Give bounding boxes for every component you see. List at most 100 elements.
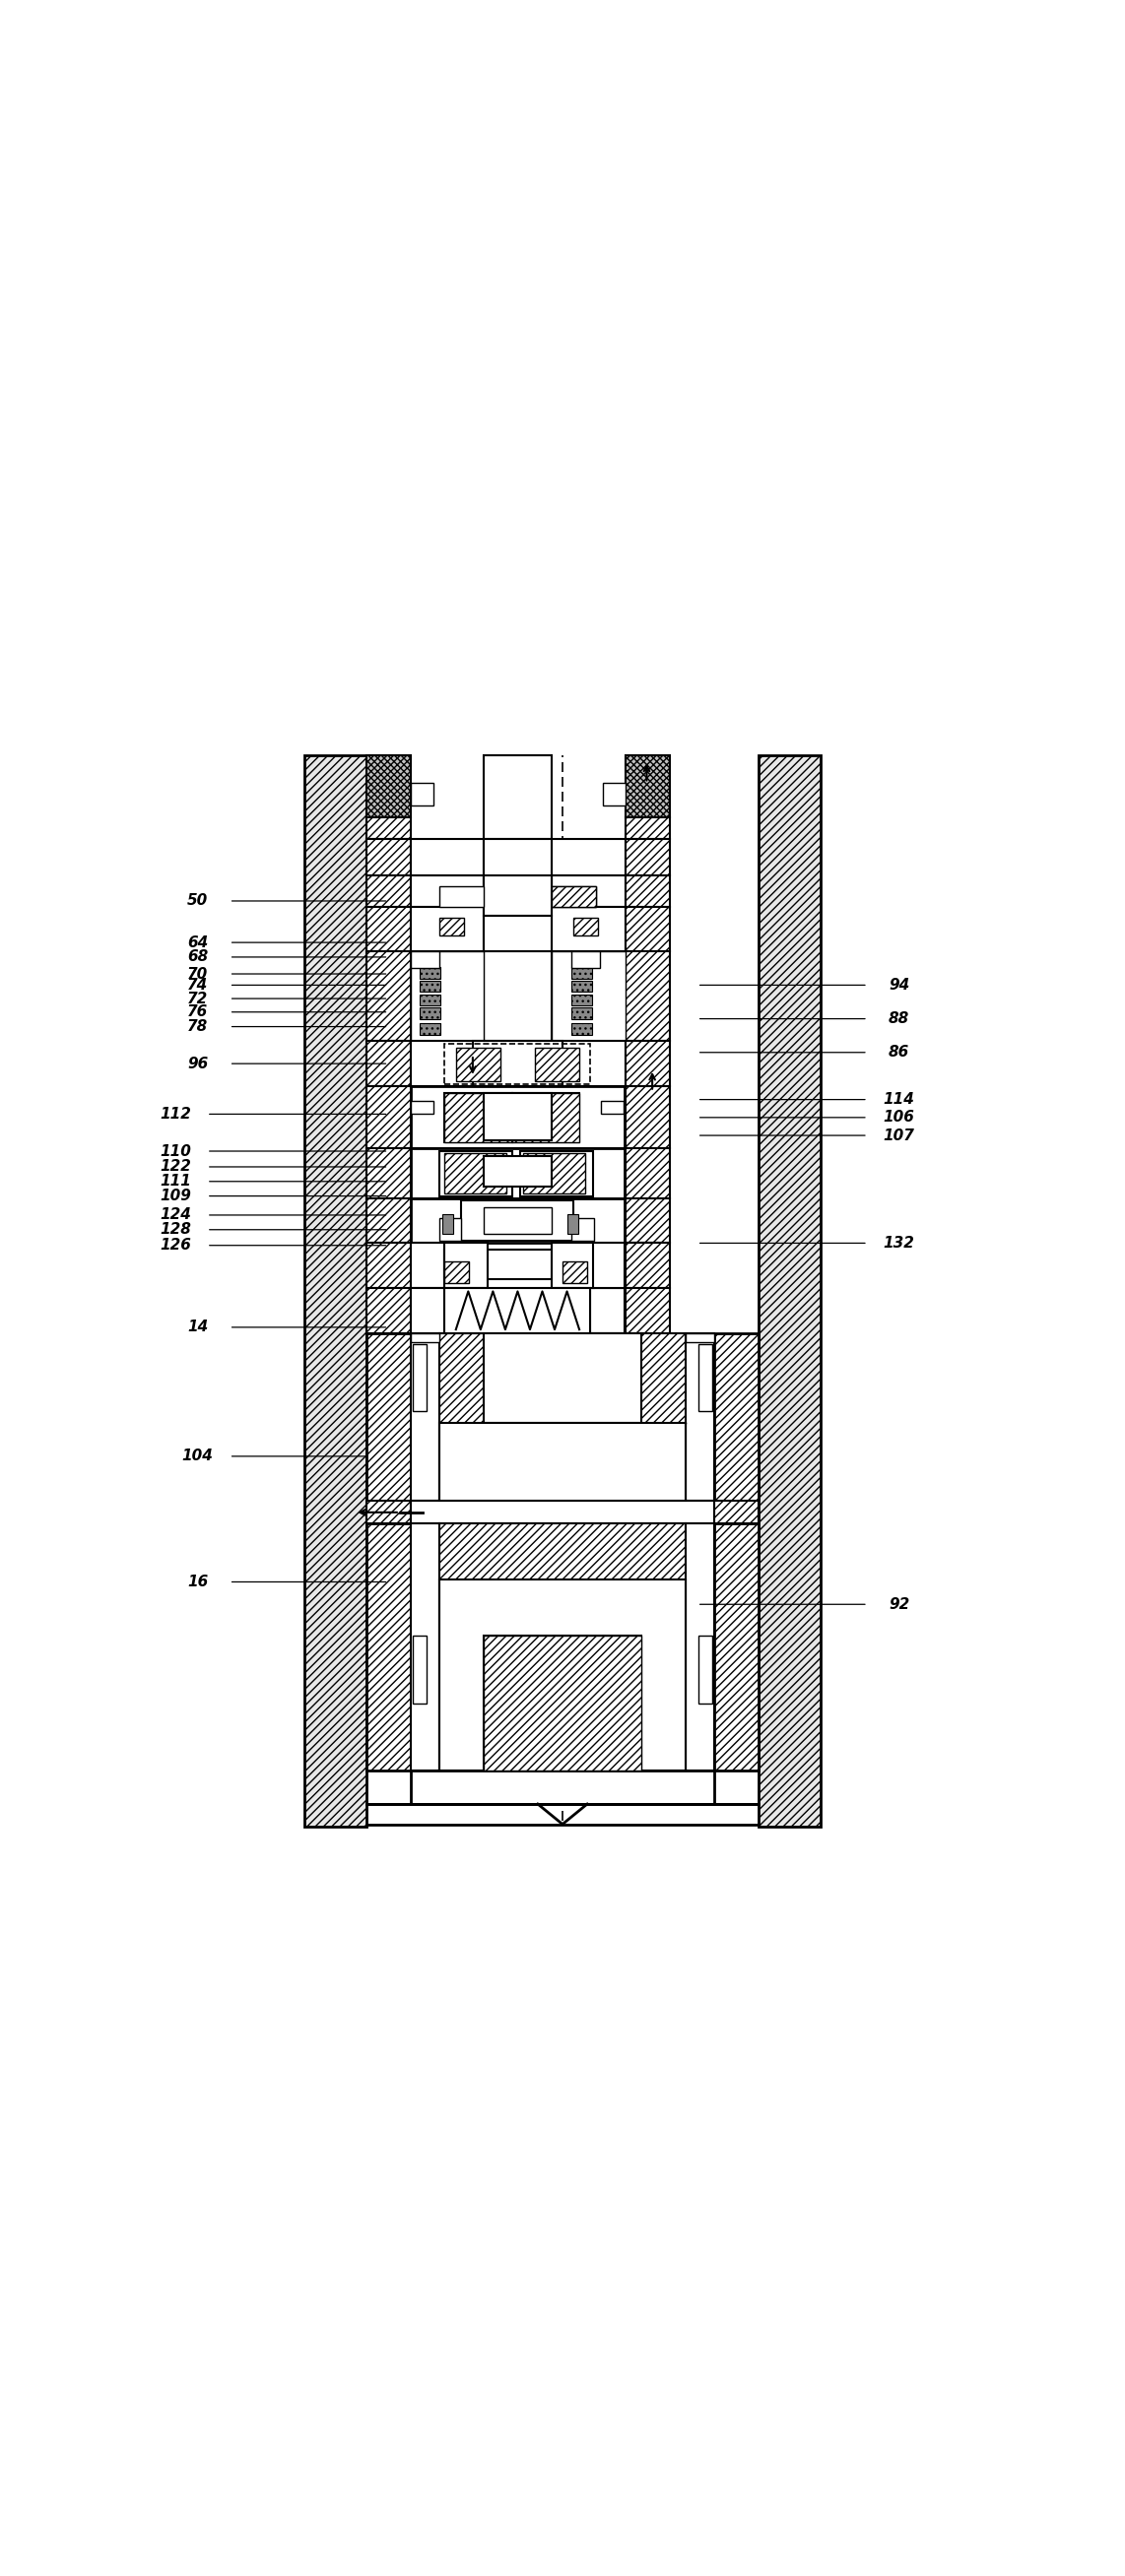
Bar — [626, 1149, 671, 1198]
Text: 132: 132 — [883, 1236, 915, 1249]
Bar — [759, 755, 820, 1826]
Text: 78: 78 — [187, 1020, 208, 1033]
Bar — [411, 1522, 439, 1770]
Bar — [484, 1092, 551, 1141]
Bar — [484, 840, 551, 884]
Bar — [512, 1092, 579, 1141]
Bar — [699, 1636, 712, 1703]
Text: 114: 114 — [883, 1092, 915, 1108]
Bar — [413, 1345, 426, 1412]
Text: 92: 92 — [889, 1597, 910, 1613]
Bar — [439, 1422, 686, 1502]
Bar — [626, 755, 671, 817]
Bar — [411, 783, 433, 806]
Text: 96: 96 — [187, 1056, 208, 1072]
Bar — [603, 783, 626, 806]
Bar — [551, 886, 596, 907]
Text: 14: 14 — [187, 1319, 208, 1334]
Text: 68: 68 — [187, 951, 208, 963]
Text: 104: 104 — [182, 1448, 214, 1463]
Bar — [366, 755, 411, 817]
Bar — [439, 1332, 686, 1502]
Bar — [626, 1288, 671, 1332]
Bar — [439, 917, 463, 935]
Text: 74: 74 — [187, 979, 208, 992]
Bar — [411, 1332, 439, 1502]
Bar — [444, 1244, 487, 1288]
Text: 110: 110 — [160, 1144, 191, 1159]
Bar — [714, 1522, 759, 1770]
Bar — [626, 876, 671, 907]
Text: 86: 86 — [889, 1046, 910, 1059]
Text: 111: 111 — [160, 1175, 191, 1188]
Bar — [484, 1208, 551, 1234]
Bar — [411, 1288, 444, 1332]
Bar — [593, 1244, 624, 1288]
Bar — [626, 817, 671, 840]
Bar — [411, 1332, 439, 1342]
Bar — [366, 1502, 411, 1522]
Bar — [411, 840, 484, 876]
Bar — [626, 840, 671, 876]
Bar — [686, 1522, 714, 1770]
Bar — [551, 876, 626, 907]
Bar — [626, 1244, 671, 1288]
Bar — [534, 1048, 579, 1082]
Text: 50: 50 — [187, 894, 208, 909]
Bar — [420, 1007, 440, 1018]
Bar — [520, 1151, 593, 1195]
Text: 72: 72 — [187, 992, 208, 1007]
Bar — [626, 1198, 671, 1244]
Bar — [444, 1092, 512, 1141]
Bar — [444, 1154, 506, 1193]
Bar — [484, 876, 551, 914]
Bar — [366, 1522, 411, 1770]
Bar — [484, 951, 551, 1041]
Bar — [366, 1332, 411, 1502]
Text: 94: 94 — [889, 979, 910, 992]
Bar — [574, 917, 598, 935]
Bar — [686, 1332, 714, 1342]
Bar — [626, 951, 671, 1041]
Bar — [444, 1249, 591, 1280]
Bar — [366, 1244, 411, 1288]
Bar — [411, 1198, 624, 1244]
Text: 16: 16 — [187, 1574, 208, 1589]
Text: 122: 122 — [160, 1159, 191, 1175]
Bar — [484, 1332, 641, 1422]
Bar — [366, 840, 411, 876]
Bar — [562, 1262, 587, 1283]
Bar — [714, 1502, 759, 1522]
Bar — [420, 966, 440, 979]
Bar — [439, 1218, 461, 1242]
Bar — [444, 1092, 512, 1141]
Bar — [411, 951, 439, 969]
Bar — [439, 886, 484, 907]
Text: 109: 109 — [160, 1188, 191, 1203]
Bar — [601, 1100, 623, 1115]
Bar — [551, 840, 626, 876]
Text: 126: 126 — [160, 1239, 191, 1252]
Bar — [366, 876, 411, 907]
Text: 106: 106 — [883, 1110, 915, 1126]
Bar — [472, 1041, 562, 1087]
Bar — [411, 1041, 484, 1087]
Bar — [420, 994, 440, 1005]
Text: 70: 70 — [187, 966, 208, 981]
Bar — [456, 1048, 501, 1082]
Text: 88: 88 — [889, 1012, 910, 1025]
Bar — [591, 1288, 624, 1332]
Bar — [411, 1149, 624, 1198]
Bar — [366, 1198, 411, 1244]
Bar — [461, 1200, 574, 1242]
Bar — [686, 1332, 714, 1502]
Bar — [413, 1636, 426, 1703]
Bar — [551, 907, 626, 951]
Bar — [442, 1213, 453, 1234]
Bar — [572, 994, 592, 1005]
Bar — [484, 1157, 551, 1188]
Bar — [411, 1770, 714, 1803]
Bar — [484, 1636, 641, 1770]
Bar — [366, 951, 411, 1041]
Bar — [626, 1087, 671, 1149]
